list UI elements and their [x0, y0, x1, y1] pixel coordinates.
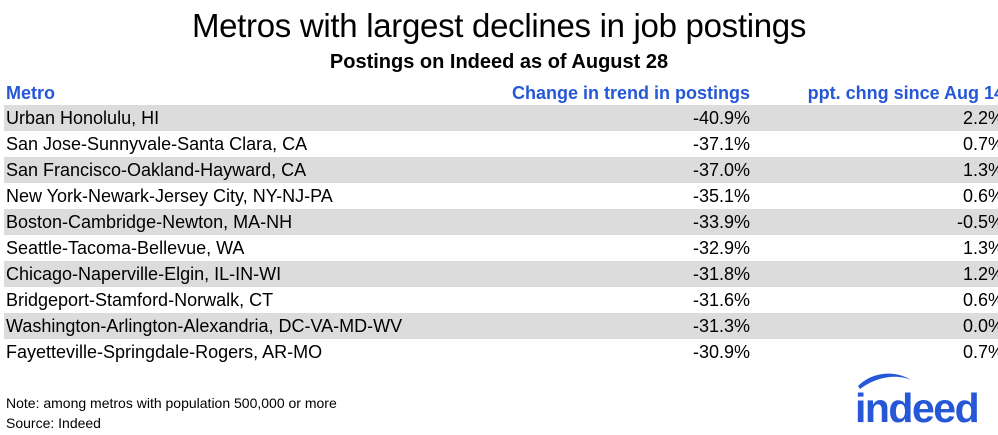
chart-subtitle: Postings on Indeed as of August 28 — [329, 51, 669, 73]
table-row: Seattle-Tacoma-Bellevue, WA-32.9%1.3% — [4, 235, 998, 261]
table-row: Bridgeport-Stamford-Norwalk, CT -31.6% 0.6… — [4, 287, 998, 313]
change-in-trend-cell: -37.0% — [478, 157, 752, 183]
change-in-trend-cell: -31.8% — [478, 261, 752, 287]
logo-wordmark: indeed — [855, 385, 978, 430]
ppt-change-cell: 1.3% — [752, 157, 998, 183]
footnote: Note: among metros with population 500,0… — [6, 393, 337, 433]
metro-cell: Washington-Arlington-Alexandria, DC-VA-M… — [4, 313, 478, 339]
change-in-trend-cell: -32.9% — [478, 235, 752, 261]
metro-cell: Fayetteville-Springdale-Rogers, AR-MO — [4, 339, 478, 365]
table-row: Boston-Cambridge-Newton, MA-NH -33.9% -0.5… — [4, 209, 998, 235]
metro-cell: San Francisco-Oakland-Hayward, CA — [4, 157, 478, 183]
change-in-trend-cell: -30.9% — [478, 339, 752, 365]
change-in-trend-cell: -35.1% — [478, 183, 752, 209]
table-body: Urban Honolulu, HI-40.9%2.2%San Jose-Sun… — [4, 105, 998, 365]
table-row: Chicago-Naperville-Elgin, IL-IN-WI -31.8%… — [4, 261, 998, 287]
metro-cell: Bridgeport-Stamford-Norwalk, CT — [4, 287, 478, 313]
table-row: Fayetteville-Springdale-Rogers, AR-MO -30… — [4, 339, 998, 365]
table-row: Washington-Arlington-Alexandria, DC-VA-M… — [4, 313, 998, 339]
ppt-change-cell: 0.7% — [752, 339, 998, 365]
table-row: Urban Honolulu, HI-40.9%2.2% — [4, 105, 998, 131]
metro-cell: Seattle-Tacoma-Bellevue, WA — [4, 235, 478, 261]
ppt-change-cell: 1.3% — [752, 235, 998, 261]
column-header-change-in-trend: Change in trend in postings — [512, 83, 750, 103]
metros-table: Metro Change in trend in postings ppt. c… — [4, 81, 998, 365]
column-header-ppt-change: ppt. chng since Aug 14 — [807, 83, 998, 103]
indeed-logo-icon: indeed — [855, 373, 980, 430]
chart-title: Metros with largest declines in job post… — [191, 7, 807, 44]
change-in-trend-cell: -31.3% — [478, 313, 752, 339]
change-in-trend-cell: -33.9% — [478, 209, 752, 235]
ppt-change-cell: 0.6% — [752, 287, 998, 313]
table-row: San Jose-Sunnyvale-Santa Clara, CA -37.1%… — [4, 131, 998, 157]
column-header-metro: Metro — [6, 83, 55, 103]
ppt-change-cell: 0.6% — [752, 183, 998, 209]
note-text: Note: among metros with population 500,0… — [6, 395, 337, 411]
table-row: San Francisco-Oakland-Hayward, CA -37.0% 1… — [4, 157, 998, 183]
ppt-change-cell: 2.2% — [752, 105, 998, 131]
change-in-trend-cell: -37.1% — [478, 131, 752, 157]
table-row: New York-Newark-Jersey City, NY-NJ-PA -35… — [4, 183, 998, 209]
table-header-row: Metro Change in trend in postings ppt. c… — [4, 81, 998, 105]
change-in-trend-cell: -40.9% — [478, 105, 752, 131]
ppt-change-cell: 0.0% — [752, 313, 998, 339]
change-in-trend-cell: -31.6% — [478, 287, 752, 313]
metro-cell: Urban Honolulu, HI — [4, 105, 478, 131]
ppt-change-cell: 1.2% — [752, 261, 998, 287]
metro-cell: New York-Newark-Jersey City, NY-NJ-PA — [4, 183, 478, 209]
metro-cell: Boston-Cambridge-Newton, MA-NH — [4, 209, 478, 235]
metro-cell: San Jose-Sunnyvale-Santa Clara, CA — [4, 131, 478, 157]
metro-cell: Chicago-Naperville-Elgin, IL-IN-WI — [4, 261, 478, 287]
ppt-change-cell: 0.7% — [752, 131, 998, 157]
ppt-change-cell: -0.5% — [752, 209, 998, 235]
source-text: Source: Indeed — [6, 415, 101, 431]
